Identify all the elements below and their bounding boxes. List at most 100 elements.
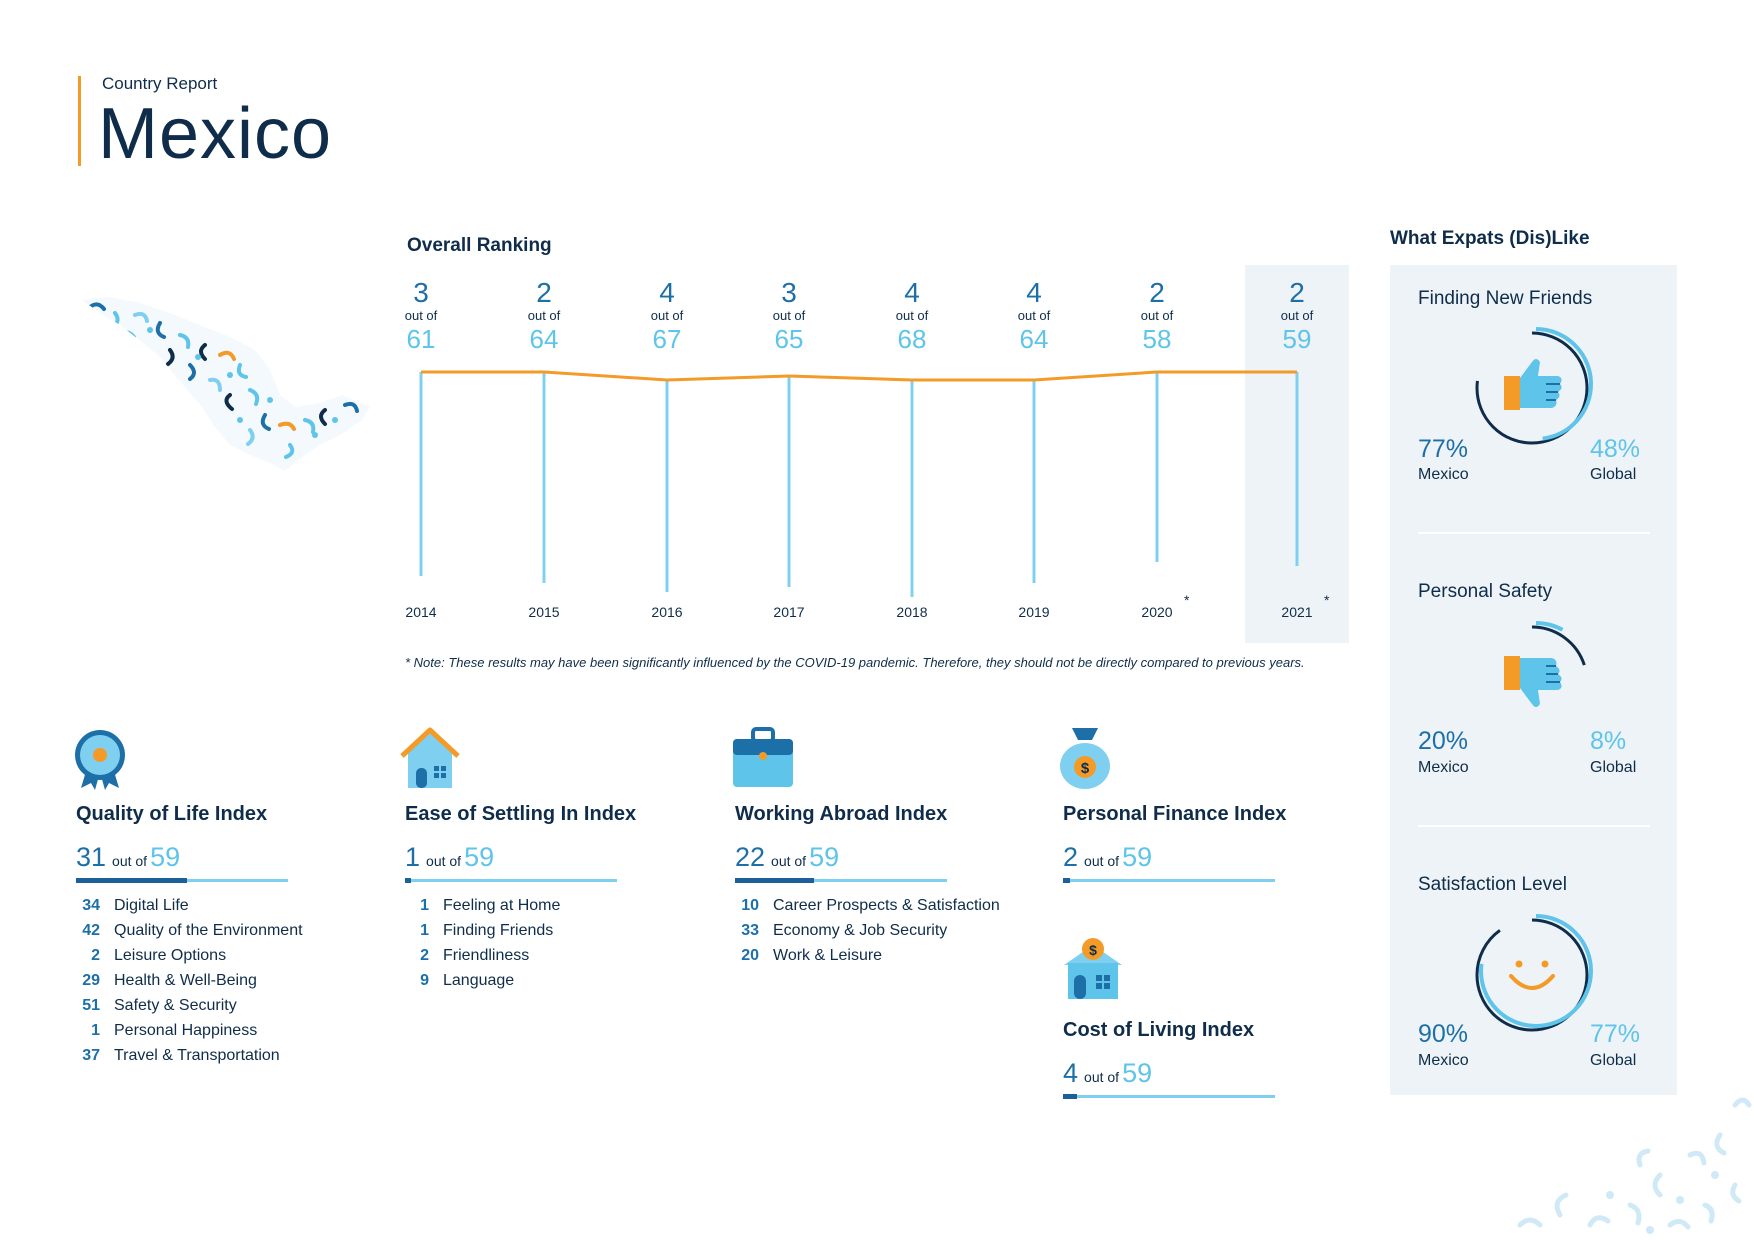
personal-safety-gauge [1475,621,1593,739]
rank-total: 68 [897,324,927,354]
rank-total: 59 [1282,324,1312,354]
ranking-year-column: 4 out of 67 [622,278,712,355]
ranking-title: Overall Ranking [407,235,552,256]
subindex-rank: 1 [91,1022,100,1039]
ease-of-settling-score: 1 out of 59 [405,842,495,872]
rank-total: 67 [652,324,682,354]
satisfaction-level-gauge [1475,914,1593,1032]
list-item: 33 Economy & Job Security [735,918,1000,943]
subindex-label: Quality of the Environment [114,922,303,939]
finding-friends-mexico-pct: 77% [1418,435,1469,463]
mexico-label: Mexico [1418,759,1469,776]
ranking-year-column: 2 out of 59 [1252,277,1342,355]
global-label: Global [1590,466,1637,483]
year-label: 2020 [1141,604,1173,620]
ranking-year-column: 4 out of 68 [867,278,957,355]
rank-total: 61 [406,324,436,354]
subindex-label: Feeling at Home [443,897,561,914]
cost-of-living-bar [1063,1094,1275,1099]
subindex-rank: 29 [82,972,100,989]
out-of-label: out of [404,308,438,323]
subindex-rank: 9 [420,972,429,989]
briefcase-icon [733,727,793,787]
personal-safety-global-pct: 8% [1590,727,1627,755]
year-note-marker: * [1184,592,1190,608]
subindex-rank: 10 [741,897,759,914]
list-item: 2 Leisure Options [76,943,303,968]
money-bag-icon: $ [1060,728,1110,789]
section-divider [1418,532,1650,534]
rank-value: 3 [413,277,429,308]
rank-total: 64 [529,324,559,354]
subindex-label: Language [443,972,515,989]
quality-of-life-score: 31 out of 59 [76,842,181,872]
cost-of-living-title: Cost of Living Index [1063,1019,1255,1041]
finding-friends-label: Finding New Friends [1418,288,1593,309]
subindex-rank: 1 [420,897,429,914]
ranking-year-column: 2 out of 58 [1112,277,1202,355]
report-subtitle: Country Report [102,74,218,93]
mexico-map-icon [82,297,370,471]
ease-of-settling-bar [405,878,617,883]
year-label: 2018 [896,604,928,620]
svg-text:$: $ [1089,942,1097,958]
out-of-label: out of [650,308,684,323]
personal-safety-global-arc [1479,621,1593,735]
subindex-rank: 37 [82,1047,100,1064]
subindex-rank: 1 [420,922,429,939]
list-item: 51 Safety & Security [76,993,303,1018]
expats-dislike-title: What Expats (Dis)Like [1390,228,1590,249]
index-bar-fill [1063,1094,1078,1099]
satisfaction-mexico-arc [1475,918,1589,1032]
list-item: 20 Work & Leisure [735,943,1000,968]
list-item: 42 Quality of the Environment [76,918,303,943]
list-item: 10 Career Prospects & Satisfaction [735,893,1000,918]
rank-value: 2 [1149,277,1165,308]
working-abroad-bar [735,878,947,883]
house-savings-icon: $ [1064,938,1122,999]
rank-value: 4 [1026,277,1042,308]
ease-of-settling-subindexes: 1 Feeling at Home 1 Finding Friends 2 Friendl… [405,893,560,993]
list-item: 29 Health & Well-Being [76,968,303,993]
satisfaction-global-pct: 77% [1590,1020,1641,1048]
subindex-label: Digital Life [114,897,189,914]
out-of-label: out of [527,308,561,323]
section-divider [1418,825,1650,827]
quality-of-life-title: Quality of Life Index [76,803,268,825]
personal-finance-title: Personal Finance Index [1063,803,1287,825]
year-label: 2017 [773,604,805,620]
out-of-label: out of [772,308,806,323]
subindex-rank: 34 [82,897,100,914]
quality-of-life-subindexes: 34 Digital Life 42 Quality of the Environme… [76,893,303,1068]
global-label: Global [1590,1052,1637,1069]
rank-total: 65 [774,324,804,354]
subindex-label: Safety & Security [114,997,237,1014]
working-abroad-subindexes: 10 Career Prospects & Satisfaction 33 Econo… [735,893,1000,968]
personal-safety-mexico-pct: 20% [1418,727,1469,755]
list-item: 2 Friendliness [405,943,560,968]
thumbs-up-icon [1504,359,1562,410]
svg-text:$: $ [1081,760,1090,777]
satisfaction-mexico-pct: 90% [1418,1020,1469,1048]
satisfaction-global-arc [1479,914,1593,1028]
country-title: Mexico [98,94,333,174]
index-bar-fill [405,878,412,883]
year-note-marker: * [1324,592,1330,608]
working-abroad-title: Working Abroad Index [735,803,948,825]
satisfaction-level-label: Satisfaction Level [1418,874,1567,895]
rank-total: 58 [1142,324,1172,354]
ranking-trend-line [421,370,1297,382]
working-abroad-score: 22 out of 59 [735,842,840,872]
subindex-label: Friendliness [443,947,530,964]
cost-of-living-score: 4 out of 59 [1063,1058,1153,1088]
rank-value: 2 [1289,277,1305,308]
title-accent-bar [78,76,81,166]
index-bar-fill [735,878,815,883]
mexico-label: Mexico [1418,1052,1469,1069]
finding-friends-global-arc [1479,327,1593,441]
personal-finance-score: 2 out of 59 [1063,842,1153,872]
personal-safety-mexico-arc [1475,625,1589,739]
year-label: 2021 [1281,604,1313,620]
list-item: 1 Finding Friends [405,918,560,943]
